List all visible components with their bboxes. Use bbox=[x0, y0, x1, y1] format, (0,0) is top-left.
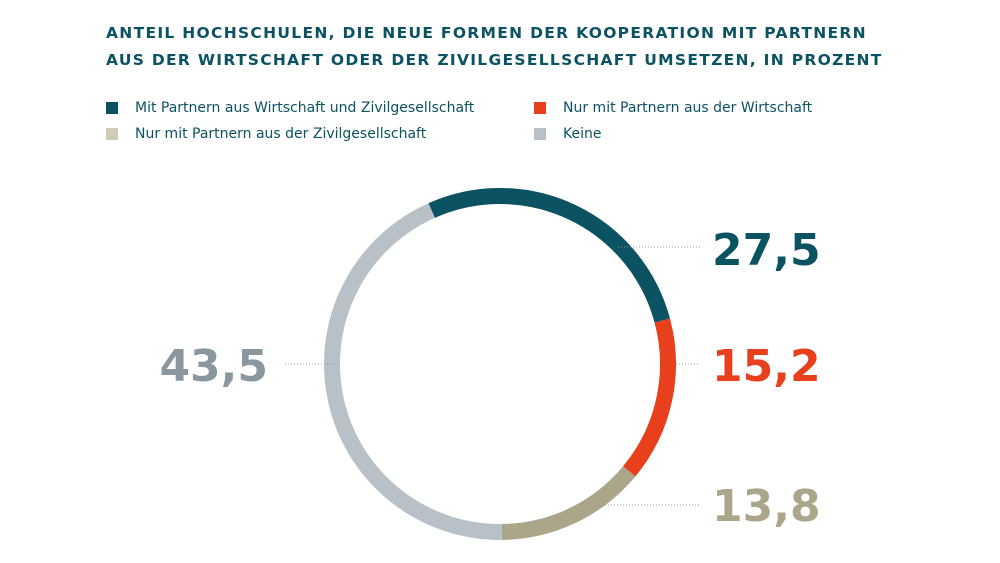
legend-item-wirtschaft: Nur mit Partnern aus der Wirtschaft bbox=[534, 100, 812, 116]
segment-zivil bbox=[501, 466, 636, 540]
title-line-2: AUS DER WIRTSCHAFT ODER DER ZIVILGESELLS… bbox=[106, 51, 883, 69]
title-line-1: ANTEIL HOCHSCHULEN, DIE NEUE FORMEN DER … bbox=[106, 24, 867, 42]
legend-swatch bbox=[106, 128, 118, 140]
value-label-wirtschaft: 15,2 bbox=[712, 341, 821, 392]
legend-item-both: Mit Partnern aus Wirtschaft und Zivilges… bbox=[106, 100, 474, 116]
segment-wirtschaft bbox=[623, 318, 676, 477]
legend-swatch bbox=[534, 102, 546, 114]
legend-swatch bbox=[534, 128, 546, 140]
segment-keine bbox=[324, 203, 502, 540]
legend-label: Nur mit Partnern aus der Zivilgesellscha… bbox=[135, 126, 427, 142]
chart-title: ANTEIL HOCHSCHULEN, DIE NEUE FORMEN DER … bbox=[106, 20, 883, 74]
legend-label: Keine bbox=[563, 126, 602, 142]
value-label-keine: 43,5 bbox=[159, 341, 268, 392]
segment-both bbox=[428, 188, 671, 323]
legend-label: Nur mit Partnern aus der Wirtschaft bbox=[563, 100, 813, 116]
legend-label: Mit Partnern aus Wirtschaft und Zivilges… bbox=[135, 100, 475, 116]
legend-swatch bbox=[106, 102, 118, 114]
legend-item-keine: Keine bbox=[534, 126, 601, 142]
value-label-both: 27,5 bbox=[712, 225, 821, 276]
value-label-zivil: 13,8 bbox=[712, 481, 821, 532]
legend-item-zivil: Nur mit Partnern aus der Zivilgesellscha… bbox=[106, 126, 426, 142]
